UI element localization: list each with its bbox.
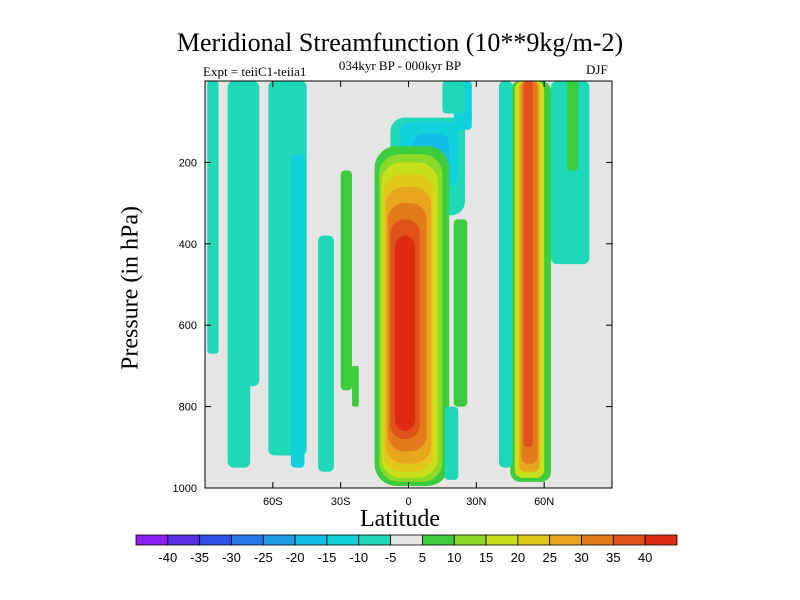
n60-right-green	[566, 81, 579, 171]
sh-negative-column-6	[318, 235, 334, 472]
colorbar-swatch-4	[262, 534, 296, 546]
colorbar-swatch-1	[167, 534, 201, 546]
y-tick-label-3: 800	[179, 402, 197, 414]
n60-cyan-left	[498, 81, 513, 468]
chart-title: Meridional Streamfunction (10**9kg/m-2)	[176, 28, 624, 57]
colorbar-label-11: 20	[511, 550, 525, 565]
colorbar-label-3: -25	[254, 550, 273, 565]
colorbar: -40 -35 -30 -25 -20 -15 -10 -5 5 10 15 20 25 30 35 40	[135, 534, 678, 565]
x-tick-label-3: 30N	[466, 496, 486, 508]
y-tick-label-2: 600	[179, 320, 197, 332]
eq-lower-cyan	[444, 406, 459, 480]
colorbar-swatch-7	[358, 534, 391, 546]
contour-fill-layer	[207, 81, 590, 486]
y-tick-label-0: 200	[179, 157, 197, 169]
n60-cyan-right	[550, 81, 590, 265]
sh-negative-column-1	[207, 81, 219, 354]
colorbar-label-0: -40	[158, 550, 177, 565]
colorbar-label-5: -15	[318, 550, 337, 565]
sh-positive-lower	[351, 365, 359, 407]
colorbar-label-15: 40	[638, 550, 652, 565]
colorbar-swatch-6	[326, 534, 360, 546]
eq-green-right	[453, 219, 468, 407]
x-axis-label: Latitude	[360, 506, 440, 532]
upper-cyan-arm2	[442, 81, 466, 114]
colorbar-swatch-12	[517, 534, 551, 546]
sh-negative-column-3	[241, 81, 260, 387]
colorbar-swatch-13	[549, 534, 582, 546]
eq-positive-40	[394, 235, 416, 432]
x-tick-label-4: 60N	[534, 496, 554, 508]
x-tick-label-1: 30S	[331, 496, 351, 508]
colorbar-label-14: 35	[606, 550, 620, 565]
colorbar-label-9: 10	[447, 550, 461, 565]
x-tick-label-0: 60S	[263, 496, 283, 508]
colorbar-swatch-16	[644, 534, 678, 546]
colorbar-swatch-3	[231, 534, 264, 546]
y-tick-label-1: 400	[179, 239, 197, 251]
colorbar-label-12: 25	[542, 550, 556, 565]
colorbar-label-13: 30	[574, 550, 588, 565]
colorbar-label-10: 15	[479, 550, 493, 565]
colorbar-label-8: 5	[419, 550, 426, 565]
colorbar-label-1: -35	[190, 550, 209, 565]
colorbar-label-6: -10	[349, 550, 368, 565]
colorbar-swatch-15	[612, 534, 646, 546]
colorbar-swatch-9	[422, 534, 455, 546]
sh-negative-column-5	[290, 154, 305, 468]
colorbar-swatch-14	[581, 534, 614, 546]
n60-positive-35	[523, 81, 533, 448]
colorbar-swatch-10	[453, 534, 487, 546]
colorbar-label-2: -30	[222, 550, 241, 565]
period-label: 034kyr BP - 000kyr BP	[338, 58, 462, 73]
season-label: DJF	[586, 62, 608, 77]
sh-positive-column	[340, 170, 352, 391]
colorbar-swatch-2	[199, 534, 232, 546]
experiment-label: Expt = teiiC1-teiia1	[203, 64, 307, 79]
colorbar-swatch-8	[390, 534, 423, 546]
colorbar-swatch-0	[135, 534, 169, 546]
x-tick-label-2: 0	[405, 496, 411, 508]
colorbar-swatch-11	[485, 534, 519, 546]
colorbar-label-4: -20	[286, 550, 305, 565]
colorbar-swatch-5	[294, 534, 328, 546]
axis-ticks: 60S 30S 0 30N 60N 200 400 600 800 1000	[173, 81, 612, 508]
colorbar-label-7: -5	[385, 550, 397, 565]
y-tick-label-4: 1000	[173, 483, 197, 495]
